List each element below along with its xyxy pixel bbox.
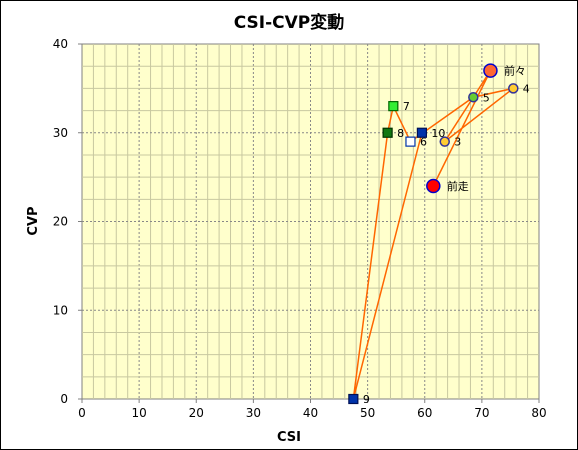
data-point-10: [416, 127, 427, 138]
grid-layer: [82, 44, 539, 399]
data-point-前々: [483, 63, 498, 78]
point-label-5: 5: [483, 91, 490, 104]
point-label-8: 8: [397, 127, 404, 140]
connector-lines: [352, 70, 514, 400]
x-tick-label: 60: [417, 406, 432, 420]
y-tick-label: 0: [60, 392, 68, 406]
data-point-9: [348, 393, 359, 405]
data-points: 前走 前々 3 4 5 6 7 8 9 10: [348, 63, 530, 406]
y-tick-label: 30: [53, 126, 68, 140]
data-point-6: [405, 136, 416, 147]
x-tick-label: 30: [246, 406, 261, 420]
chart-title: CSI-CVP変動: [234, 12, 345, 33]
x-tick-label: 80: [531, 406, 546, 420]
x-tick-label: 50: [360, 406, 375, 420]
x-tick-label: 10: [131, 406, 146, 420]
data-point-8: [382, 127, 393, 138]
data-point-4: [508, 83, 519, 94]
y-axis-label: CVP: [26, 206, 41, 235]
data-point-7: [388, 101, 399, 112]
x-tick-label: 0: [78, 406, 86, 420]
series-line: [352, 70, 514, 400]
point-label-4: 4: [523, 82, 530, 95]
x-axis-label: CSI: [277, 430, 301, 445]
point-label-9: 9: [363, 393, 370, 406]
point-label-3: 3: [454, 136, 461, 149]
point-label-7: 7: [403, 100, 410, 113]
x-tick-label: 70: [474, 406, 489, 420]
y-tick-label: 20: [53, 215, 68, 229]
point-label-6: 6: [420, 136, 427, 149]
axis-layer: 0 10 20 30 40 50 60 70 80 0 10 20 30 40: [53, 37, 547, 420]
point-label-10: 10: [431, 127, 445, 140]
y-tick-label: 10: [53, 303, 68, 317]
data-point-前走: [426, 178, 441, 194]
point-label-前走: 前走: [447, 179, 469, 193]
x-tick-label: 20: [189, 406, 204, 420]
x-tick-label: 40: [303, 406, 318, 420]
data-point-3: [439, 136, 450, 147]
y-tick-label: 40: [53, 37, 68, 51]
data-point-5: [468, 92, 479, 103]
point-label-前々: 前々: [504, 64, 526, 78]
